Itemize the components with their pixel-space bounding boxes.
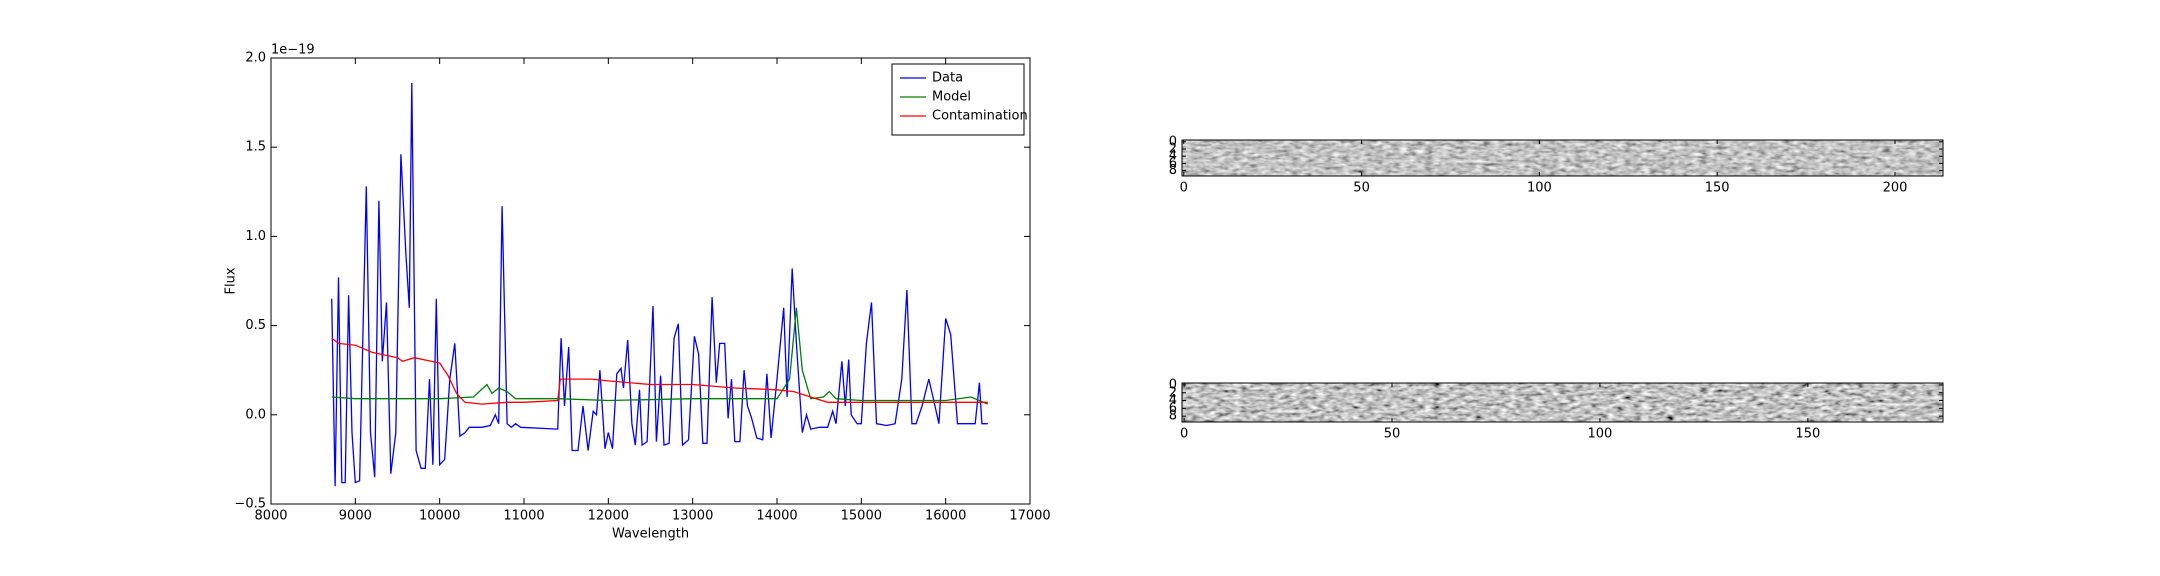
x-tick-label: 12000 xyxy=(588,509,629,524)
data-line xyxy=(331,307,989,405)
x-tick-label: 8000 xyxy=(254,509,287,524)
y-tick-label: 8 xyxy=(1169,163,1177,178)
y-tick-label: 4 xyxy=(1169,149,1177,164)
y-tick-label: 1.5 xyxy=(245,140,266,155)
x-tick-label: 15000 xyxy=(841,509,882,524)
x-tick-label: 100 xyxy=(1588,427,1613,442)
x-tick-label: 50 xyxy=(1353,181,1370,196)
x-tick-label: 150 xyxy=(1705,181,1730,196)
x-tick-label: 10000 xyxy=(419,509,460,524)
y-tick-label: 0.0 xyxy=(245,407,266,422)
offset-text: 1e−19 xyxy=(271,43,315,58)
axes-frame xyxy=(1181,382,1944,423)
y-axis-label: Flux xyxy=(224,267,239,294)
x-tick-label: 16000 xyxy=(925,509,966,524)
x-tick-label: 50 xyxy=(1384,427,1401,442)
legend-label: Contamination xyxy=(932,109,1028,124)
x-tick-label: 17000 xyxy=(1009,509,1050,524)
y-tick-label: 2 xyxy=(1169,385,1177,400)
x-axis-label: Wavelength xyxy=(612,527,689,542)
x-tick-label: 0 xyxy=(1180,181,1188,196)
legend-box xyxy=(891,63,1025,136)
y-tick-label: 2.0 xyxy=(245,51,266,66)
x-tick-label: 14000 xyxy=(756,509,797,524)
legend-label: Data xyxy=(932,71,963,86)
y-tick-label: 1.0 xyxy=(245,229,266,244)
y-tick-label: 6 xyxy=(1169,156,1177,171)
x-tick-label: 13000 xyxy=(672,509,713,524)
x-tick-label: 200 xyxy=(1883,181,1908,196)
data-line xyxy=(331,337,988,405)
axes-frame xyxy=(1181,139,1944,177)
image-pixels xyxy=(1182,140,1943,176)
axes-frame xyxy=(270,57,1031,505)
x-tick-label: 0 xyxy=(1180,427,1188,442)
data-line xyxy=(331,82,988,487)
y-tick-label: 0.5 xyxy=(245,318,266,333)
legend-label: Model xyxy=(932,90,971,105)
x-tick-label: 100 xyxy=(1527,181,1552,196)
y-tick-label: 0 xyxy=(1169,377,1177,392)
x-tick-label: 150 xyxy=(1795,427,1820,442)
y-tick-label: 0 xyxy=(1169,134,1177,149)
x-tick-label: 9000 xyxy=(339,509,372,524)
y-tick-label: 6 xyxy=(1169,401,1177,416)
image-pixels xyxy=(1182,383,1943,422)
y-tick-label: 4 xyxy=(1169,393,1177,408)
y-tick-label: 2 xyxy=(1169,142,1177,157)
x-tick-label: 11000 xyxy=(503,509,544,524)
y-tick-label: 8 xyxy=(1169,409,1177,424)
y-tick-label: −0.5 xyxy=(234,497,266,512)
